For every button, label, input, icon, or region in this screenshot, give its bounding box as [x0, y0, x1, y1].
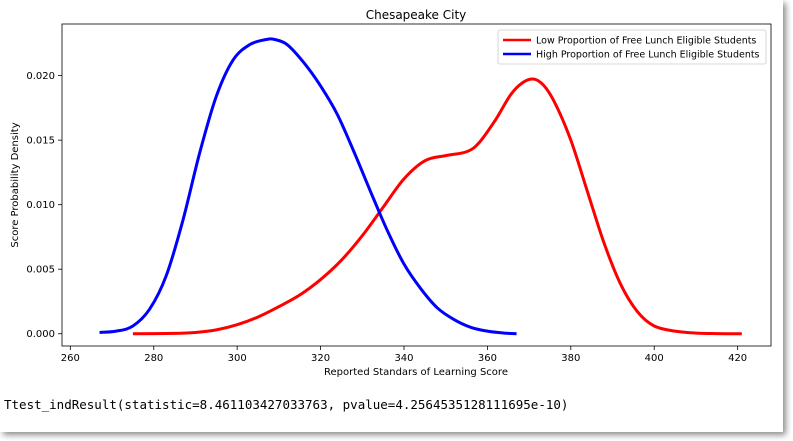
plot-area: [61, 23, 772, 347]
x-tick-label: 320: [311, 353, 330, 364]
y-tick-label: 0.005: [26, 265, 55, 276]
ttest-result-text: Ttest_indResult(statistic=8.461103427033…: [4, 397, 569, 412]
x-axis-title: Reported Standars of Learning Score: [324, 367, 508, 378]
x-tick-label: 300: [228, 353, 247, 364]
series-line-low-proportion: [132, 77, 742, 336]
x-tick-label: 420: [728, 353, 747, 364]
legend-box: [497, 29, 767, 65]
legend-label-low: Low Proportion of Free Lunch Eligible St…: [536, 36, 756, 47]
legend-label-high: High Proportion of Free Lunch Eligible S…: [536, 50, 760, 61]
series-lines: [99, 37, 742, 336]
y-tick-label: 0.000: [26, 329, 55, 340]
x-tick-label: 360: [478, 353, 497, 364]
y-axis-ticks: 0.000 0.005 0.010 0.015 0.020: [26, 71, 62, 340]
x-tick-label: 380: [561, 353, 580, 364]
legend: Low Proportion of Free Lunch Eligible St…: [497, 29, 767, 65]
y-tick-label: 0.015: [26, 136, 55, 147]
x-tick-label: 340: [394, 353, 413, 364]
y-axis-title: Score Probability Density: [10, 122, 21, 247]
x-tick-label: 280: [144, 353, 163, 364]
x-tick-label: 400: [645, 353, 664, 364]
y-tick-label: 0.020: [26, 71, 55, 82]
x-tick-label: 260: [61, 353, 80, 364]
kde-chart: Chesapeake City Reported Standars of Lea…: [10, 8, 772, 378]
chart-title: Chesapeake City: [366, 8, 467, 22]
series-line-high-proportion: [99, 37, 517, 336]
notebook-output-frame: Chesapeake City Reported Standars of Lea…: [4, 8, 772, 412]
y-tick-label: 0.010: [26, 200, 55, 211]
x-axis-ticks: 260 280 300 320 340 360 380 400 420: [61, 346, 747, 364]
